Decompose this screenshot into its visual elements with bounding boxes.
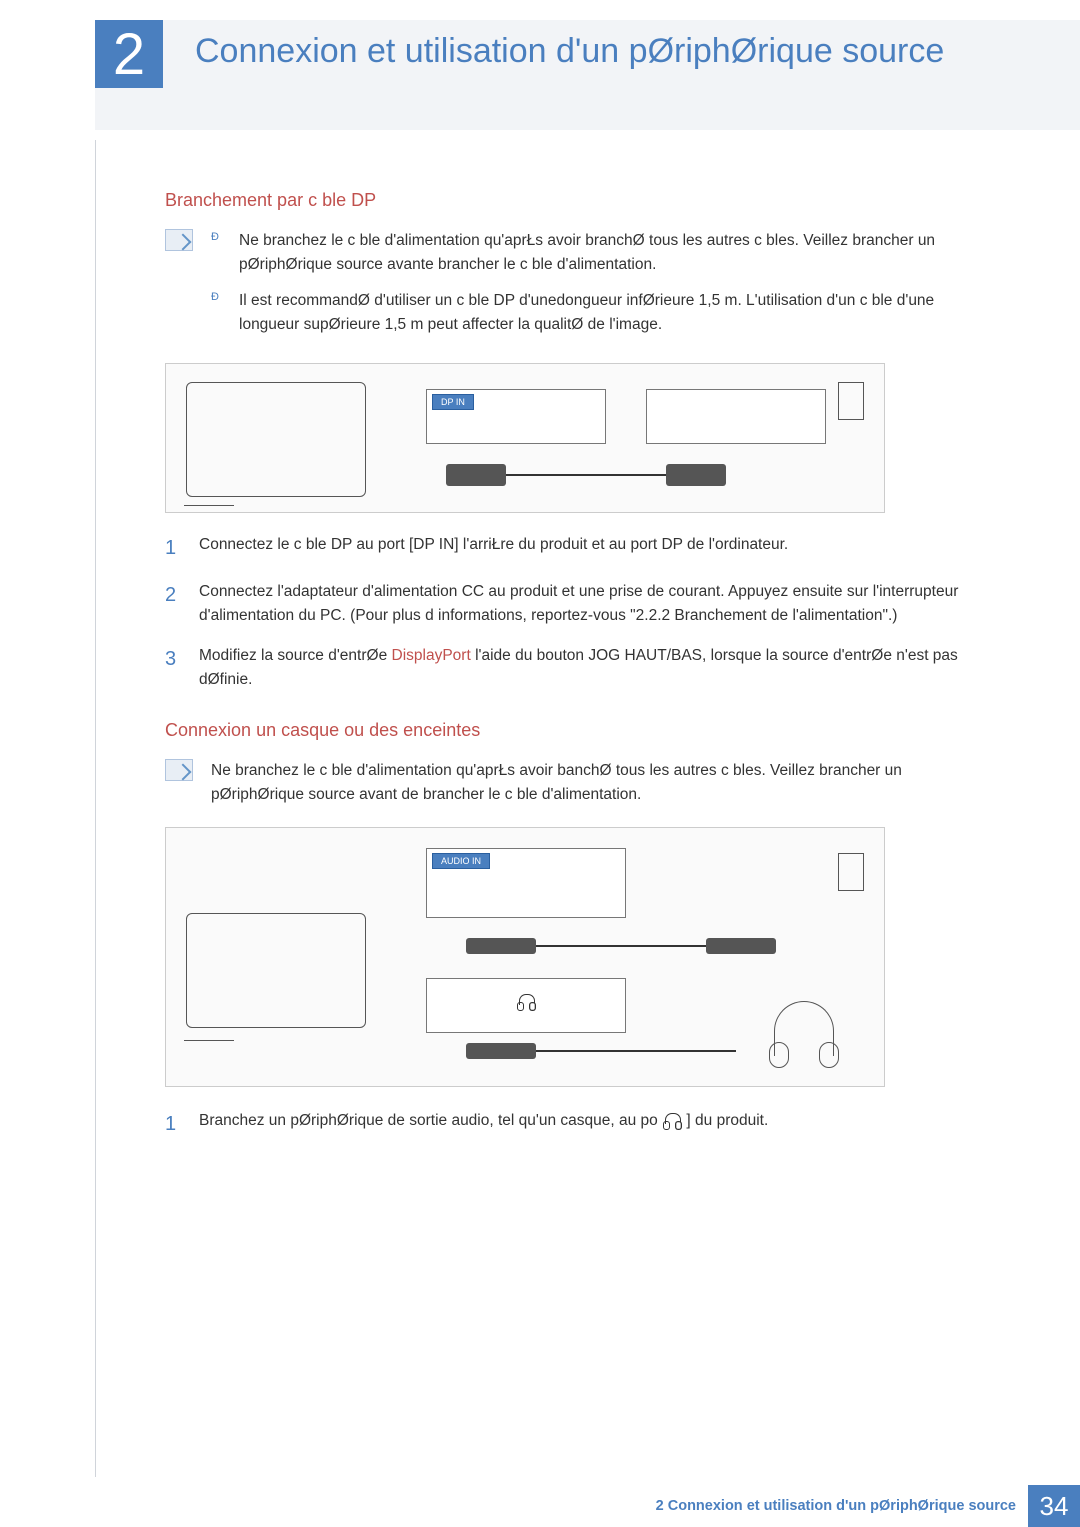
section-heading-audio: Connexion un casque ou des enceintes — [165, 720, 990, 741]
chapter-number-badge: 2 — [95, 20, 163, 88]
step-number: 1 — [165, 1109, 181, 1140]
note-bullet-list: Ð Ne branchez le c ble d'alimentation qu… — [211, 229, 990, 349]
numbered-steps-dp: 1 Connectez le c ble DP au port [DP IN] … — [165, 533, 990, 692]
step-text: Branchez un pØriphØrique de sortie audio… — [199, 1109, 990, 1140]
step-text-highlight: DisplayPort — [392, 647, 471, 664]
step-text: Modifiez la source d'entrØe DisplayPort … — [199, 644, 990, 692]
cable-line — [506, 474, 666, 476]
port-box-pc — [646, 389, 826, 444]
bullet-item: Ð Ne branchez le c ble d'alimentation qu… — [211, 229, 990, 277]
step-text-pre: Branchez un pØriphØrique de sortie audio… — [199, 1112, 658, 1129]
note-text-block: Ne branchez le c ble d'alimentation qu'a… — [211, 759, 990, 807]
monitor-illustration — [186, 913, 366, 1028]
cable-connector — [706, 938, 776, 954]
page-footer: 2 Connexion et utilisation d'un pØriphØr… — [0, 1485, 1080, 1527]
diagram-port-label: DP IN — [432, 394, 474, 410]
step-item: 3 Modifiez la source d'entrØe DisplayPor… — [165, 644, 990, 692]
note-icon — [165, 759, 193, 781]
headphone-illustration — [774, 1001, 834, 1056]
numbered-steps-audio: 1 Branchez un pØriphØrique de sortie aud… — [165, 1109, 990, 1140]
cable-connector — [466, 938, 536, 954]
cable-connector — [446, 464, 506, 486]
page-content: Branchement par c ble DP Ð Ne branchez l… — [165, 190, 990, 1156]
cable-line — [536, 945, 706, 947]
step-item: 2 Connectez l'adaptateur d'alimentation … — [165, 580, 990, 628]
step-text-pre: Modifiez la source d'entrØe — [199, 647, 392, 664]
step-number: 3 — [165, 644, 181, 692]
left-margin-rule — [95, 140, 96, 1477]
step-text: Connectez l'adaptateur d'alimentation CC… — [199, 580, 990, 628]
section-heading-dp: Branchement par c ble DP — [165, 190, 990, 211]
monitor-stand — [184, 498, 234, 506]
bullet-item: Ð Il est recommandØ d'utiliser un c ble … — [211, 289, 990, 337]
headphone-icon — [662, 1113, 682, 1129]
step-number: 1 — [165, 533, 181, 564]
bullet-text: Ne branchez le c ble d'alimentation qu'a… — [239, 229, 990, 277]
step-number: 2 — [165, 580, 181, 628]
diagram-port-label: AUDIO IN — [432, 853, 490, 869]
footer-chapter-text: 2 Connexion et utilisation d'un pØriphØr… — [656, 1498, 1016, 1514]
bullet-mark: Ð — [211, 289, 221, 337]
note-text: Ne branchez le c ble d'alimentation qu'a… — [211, 759, 990, 807]
step-item: 1 Branchez un pØriphØrique de sortie aud… — [165, 1109, 990, 1140]
step-item: 1 Connectez le c ble DP au port [DP IN] … — [165, 533, 990, 564]
chapter-title: Connexion et utilisation d'un pØriphØriq… — [195, 30, 944, 73]
monitor-stand — [184, 1033, 234, 1041]
bullet-mark: Ð — [211, 229, 221, 277]
diagram-dp-connection: DP IN — [165, 363, 885, 513]
footer-page-number: 34 — [1028, 1485, 1080, 1527]
step-text: Connectez le c ble DP au port [DP IN] l'… — [199, 533, 990, 564]
cable-line — [536, 1050, 736, 1052]
headphone-port-icon — [516, 993, 536, 1011]
bullet-text: Il est recommandØ d'utiliser un c ble DP… — [239, 289, 990, 337]
section-audio: Connexion un casque ou des enceintes Ne … — [165, 720, 990, 1140]
monitor-illustration — [186, 382, 366, 497]
diagram-audio-connection: AUDIO IN — [165, 827, 885, 1087]
step-text-post: ] du produit. — [686, 1112, 768, 1129]
pc-illustration — [838, 382, 864, 420]
cable-connector — [466, 1043, 536, 1059]
note-block-2: Ne branchez le c ble d'alimentation qu'a… — [165, 759, 990, 807]
pc-illustration — [838, 853, 864, 891]
note-block-1: Ð Ne branchez le c ble d'alimentation qu… — [165, 229, 990, 349]
note-icon — [165, 229, 193, 251]
cable-connector — [666, 464, 726, 486]
